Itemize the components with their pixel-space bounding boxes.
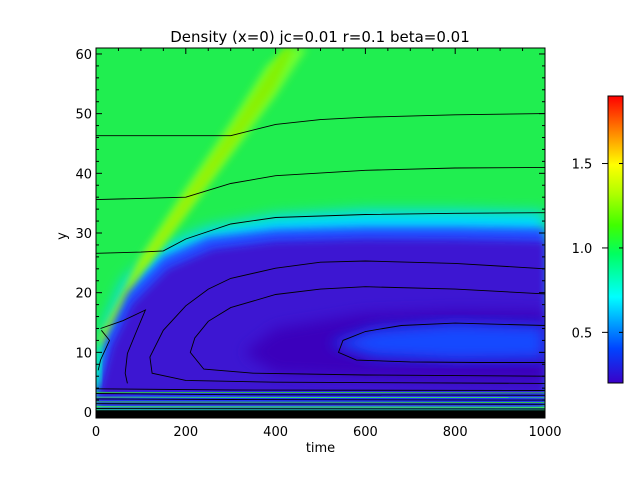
contour-line xyxy=(96,398,545,401)
contour-line xyxy=(96,408,545,410)
contour-line xyxy=(100,309,147,384)
y-tick-label: 60 xyxy=(75,48,92,63)
contour-line xyxy=(96,212,545,254)
contour-line xyxy=(96,113,545,137)
y-tick-label: 20 xyxy=(75,287,92,302)
x-axis-label: time xyxy=(306,441,335,456)
heatmap-plot-area xyxy=(96,48,545,418)
boundary-contour-line xyxy=(96,401,545,403)
contour-line xyxy=(96,388,545,391)
x-tick-label: 1000 xyxy=(528,425,561,440)
boundary-contour-line xyxy=(96,406,545,408)
colorbar-tick-label: 0.5 xyxy=(572,326,593,341)
x-tick-label: 800 xyxy=(443,425,468,440)
colorbar-gradient xyxy=(608,96,623,383)
boundary-contour-line xyxy=(96,396,545,399)
contour-line xyxy=(149,260,545,384)
heatmap-region-ridge-glow xyxy=(97,48,307,347)
y-tick-label: 30 xyxy=(75,227,92,242)
contour-line xyxy=(337,322,545,363)
contour-line xyxy=(97,330,111,371)
chart-title: Density (x=0) jc=0.01 r=0.1 beta=0.01 xyxy=(170,28,470,46)
x-tick-label: 0 xyxy=(92,425,100,440)
x-tick-label: 600 xyxy=(353,425,378,440)
contour-line xyxy=(189,286,545,377)
y-tick-label: 50 xyxy=(75,108,92,123)
colorbar-frame xyxy=(607,95,624,384)
x-tick-label: 200 xyxy=(173,425,198,440)
x-tick-label: 400 xyxy=(263,425,288,440)
y-tick-label: 40 xyxy=(75,167,92,182)
boundary-contour-line xyxy=(96,391,545,394)
colorbar-tick-label: 1.0 xyxy=(572,242,593,257)
y-axis-label: y xyxy=(55,232,70,240)
y-tick-label: 10 xyxy=(75,346,92,361)
colorbar-tick-label: 1.5 xyxy=(572,158,593,173)
contour-line xyxy=(96,403,545,405)
contour-line xyxy=(96,166,545,201)
heatmap-region-blue-pocket xyxy=(329,322,545,361)
y-tick-label: 0 xyxy=(84,406,92,421)
colorbar: 0.5 1.0 1.5 xyxy=(572,95,624,384)
contour-line xyxy=(96,393,545,396)
